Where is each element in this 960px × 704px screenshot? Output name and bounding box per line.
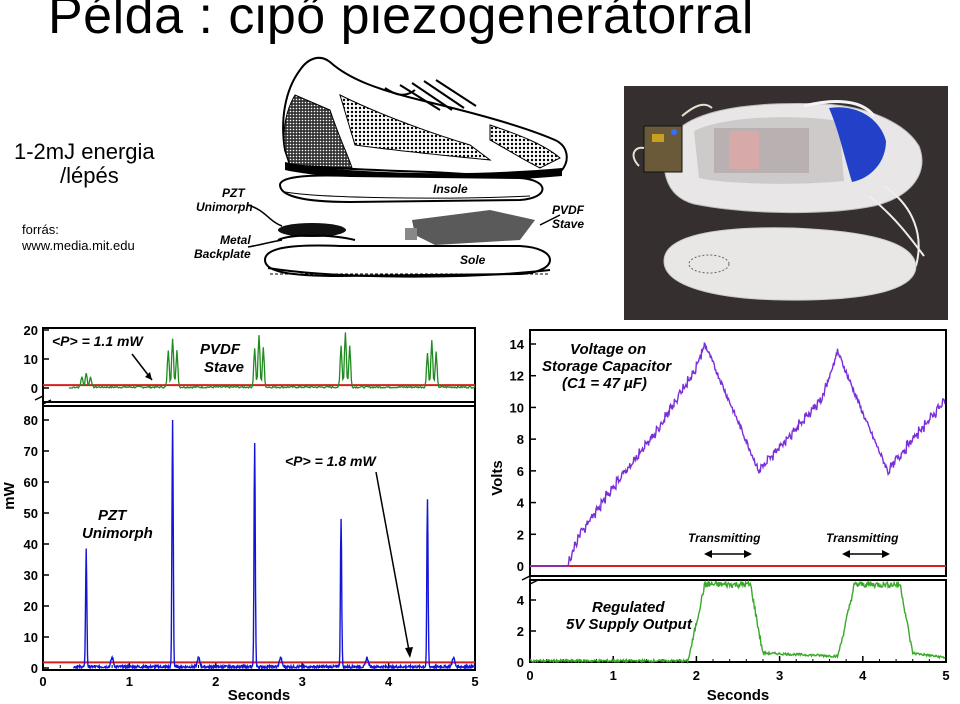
y-axis-title: Volts xyxy=(489,460,506,496)
pzt-series-label-2: Unimorph xyxy=(82,525,153,542)
regulated-label-line-1: Regulated xyxy=(592,599,665,616)
energy-line-2: /lépés xyxy=(60,163,119,188)
top-panel-frame xyxy=(529,329,947,577)
top-y-tick-label: 10 xyxy=(24,352,38,367)
x-tick-label: 0 xyxy=(526,668,533,683)
axis-break-mark xyxy=(34,394,52,406)
x-tick-label: 5 xyxy=(942,668,949,683)
bottom-y-tick-label: 50 xyxy=(24,506,38,521)
x-tick-label: 0 xyxy=(39,674,46,689)
pvdf-stave-shape xyxy=(412,210,535,245)
top-y-tick-label: 12 xyxy=(510,369,524,384)
top-y-tick-label: 10 xyxy=(510,400,524,415)
top-y-tick-label: 4 xyxy=(517,496,525,511)
regulated-output-trace xyxy=(529,579,946,665)
insole-label: Insole xyxy=(433,182,468,196)
pvdf-pointer-arrowhead xyxy=(145,372,152,380)
x-axis-title: Seconds xyxy=(228,687,291,704)
title-area: Példa : cipő piezogenerátorral xyxy=(0,0,960,52)
x-tick-label: 3 xyxy=(299,674,306,689)
x-tick-label: 2 xyxy=(693,668,700,683)
pzt-unimorph-drawing xyxy=(277,223,356,241)
metal-label-line-1: Metal xyxy=(220,233,251,247)
x-tick-label: 5 xyxy=(471,674,478,689)
bottom-panel-frame xyxy=(42,401,476,671)
regulated-label-line-2: 5V Supply Output xyxy=(566,616,693,633)
metal-label-line-2: Backplate xyxy=(194,247,251,261)
shoe-diagram: PZT Unimorph Metal Backplate Insole Sole… xyxy=(194,56,585,278)
top-y-tick-label: 20 xyxy=(24,323,38,338)
top-y-tick-label: 14 xyxy=(510,337,525,352)
bottom-y-tick-label: 0 xyxy=(31,661,38,676)
bottom-y-tick-label: 2 xyxy=(517,624,524,639)
x-tick-label: 3 xyxy=(776,668,783,683)
pzt-pointer-arrow xyxy=(375,471,411,657)
top-y-tick-label: 6 xyxy=(517,464,524,479)
source-url: www.media.mit.edu xyxy=(22,238,135,253)
x-axis-title: Seconds xyxy=(707,687,770,704)
source-credit: forrás: www.media.mit.edu xyxy=(22,222,135,254)
bottom-y-tick-label: 30 xyxy=(24,568,38,583)
pzt-label-line-2: Unimorph xyxy=(196,200,253,214)
x-tick-label: 1 xyxy=(610,668,617,683)
sole-drawing xyxy=(263,244,551,278)
bottom-y-tick-label: 4 xyxy=(517,593,525,608)
x-tick-label: 4 xyxy=(859,668,867,683)
pvdf-trace xyxy=(68,332,476,389)
source-label: forrás: xyxy=(22,222,59,237)
bottom-y-tick-label: 10 xyxy=(24,630,38,645)
top-y-tick-label: 2 xyxy=(517,527,524,542)
pvdf-series-label-2: Stave xyxy=(204,359,244,376)
top-y-tick-label: 8 xyxy=(517,432,524,447)
pzt-power-annotation: <P> = 1.8 mW xyxy=(285,453,377,469)
capacitor-label-line-1: Voltage on xyxy=(570,341,646,358)
x-tick-label: 2 xyxy=(212,674,219,689)
transmitting-label-2: Transmitting xyxy=(826,531,899,545)
slide-title: Példa : cipő piezogenerátorral xyxy=(48,0,754,45)
sole-label: Sole xyxy=(460,253,486,267)
capacitor-voltage-trace xyxy=(530,341,946,567)
insole-drawing xyxy=(278,174,544,204)
energy-line-1: 1-2mJ energia xyxy=(14,139,155,164)
pzt-trace xyxy=(73,419,476,671)
capacitor-label-line-2: Storage Capacitor xyxy=(542,358,672,375)
bottom-y-tick-label: 60 xyxy=(24,475,38,490)
top-panel-frame xyxy=(42,327,476,407)
bottom-y-tick-label: 80 xyxy=(24,413,38,428)
pzt-pointer-arrowhead xyxy=(405,647,413,658)
bottom-panel-frame xyxy=(529,579,947,663)
y-axis-title: mW xyxy=(1,481,18,509)
shoe-upper-drawing xyxy=(282,56,568,182)
bottom-y-tick-label: 40 xyxy=(24,537,38,552)
x-tick-label: 1 xyxy=(126,674,133,689)
pvdf-label-line-1: PVDF xyxy=(552,203,585,217)
shoe-photo xyxy=(624,86,948,320)
axis-break-mark xyxy=(521,574,539,586)
energy-text: 1-2mJ energia /lépés xyxy=(14,140,214,188)
pzt-label-line-1: PZT xyxy=(222,186,246,200)
bottom-y-tick-label: 70 xyxy=(24,444,38,459)
pvdf-label-line-2: Stave xyxy=(552,217,584,231)
x-tick-label: 4 xyxy=(385,674,393,689)
bottom-y-tick-label: 0 xyxy=(517,655,524,670)
transmitting-label-1: Transmitting xyxy=(688,531,761,545)
top-y-tick-label: 0 xyxy=(31,381,38,396)
pvdf-stave-shadow xyxy=(405,228,417,240)
capacitor-label-line-3: (C1 = 47 µF) xyxy=(562,375,647,392)
pvdf-power-annotation: <P> = 1.1 mW xyxy=(52,333,144,349)
top-y-tick-label: 0 xyxy=(517,559,524,574)
bottom-y-tick-label: 20 xyxy=(24,599,38,614)
pzt-series-label: PZT xyxy=(98,507,128,524)
pvdf-series-label: PVDF xyxy=(200,341,241,358)
